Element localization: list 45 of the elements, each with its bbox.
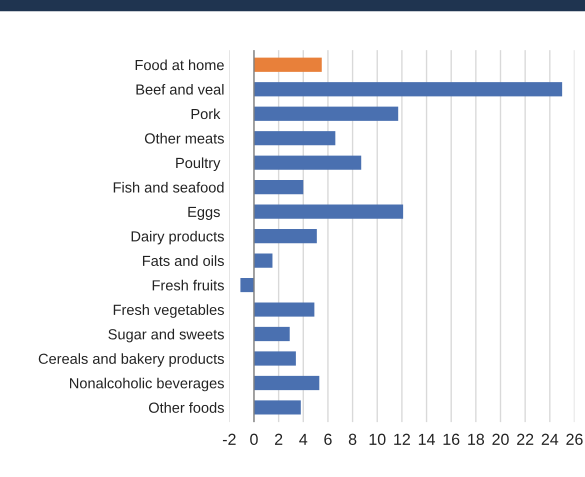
y-tick-label: Other foods	[148, 402, 224, 413]
x-tick-label: 26	[566, 434, 583, 445]
bar	[254, 302, 314, 317]
bar	[254, 253, 272, 268]
x-tick-label: 18	[468, 434, 484, 445]
bar	[254, 106, 398, 121]
x-tick-label: 6	[324, 434, 332, 445]
bar	[254, 400, 301, 415]
x-tick-label: 2	[274, 434, 282, 445]
x-tick-label: 22	[517, 434, 534, 445]
bar	[254, 180, 304, 194]
y-tick-label: Beef and veal	[136, 84, 224, 95]
y-tick-label: Poultry	[176, 157, 220, 171]
y-tick-label: Sugar and sweets	[108, 328, 224, 342]
bar	[240, 278, 254, 292]
bar	[254, 376, 320, 390]
x-tick-label: 10	[370, 434, 386, 445]
bar	[254, 351, 296, 366]
x-tick-label: -2	[222, 434, 236, 445]
y-tick-label: Fresh vegetables	[114, 304, 224, 318]
bar	[254, 82, 562, 96]
y-tick-label: Fresh fruits	[152, 280, 224, 290]
y-tick-label: Fish and seafood	[114, 182, 224, 193]
bar	[254, 204, 404, 219]
x-tick-label: 4	[299, 434, 308, 445]
y-tick-label: Food at home	[136, 59, 224, 70]
x-tick-label: 14	[418, 434, 435, 445]
bar	[254, 326, 290, 342]
x-tick-label: 20	[492, 434, 509, 445]
x-tick-label: 8	[348, 434, 356, 445]
bar	[254, 58, 322, 72]
y-tick-label: Other meats	[144, 132, 224, 144]
x-tick-label: 12	[394, 434, 410, 445]
y-tick-label: Eggs	[188, 206, 220, 220]
y-tick-label: Nonalcoholic beverages	[70, 378, 224, 392]
bar	[254, 229, 317, 244]
x-tick-label: 16	[444, 434, 460, 445]
y-tick-label: Dairy products	[132, 230, 224, 244]
x-tick-label: 24	[542, 434, 558, 445]
bar	[254, 131, 336, 146]
y-tick-label: Pork	[192, 108, 220, 120]
y-tick-label: Fats and oils	[142, 255, 224, 266]
bar	[254, 156, 362, 170]
x-tick-label: 0	[250, 434, 258, 445]
y-tick-label: Cereals and bakery products	[38, 353, 224, 367]
